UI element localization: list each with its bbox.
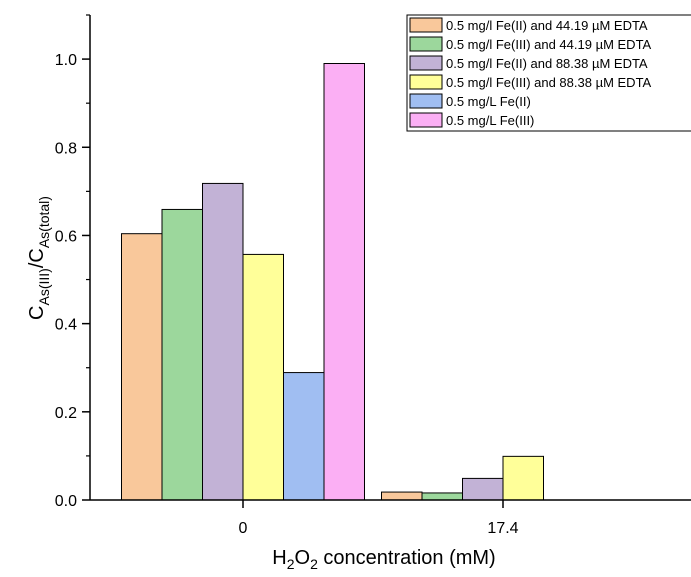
legend-label: 0.5 mg/L Fe(III) <box>446 113 534 128</box>
y-tick-label: 0.4 <box>55 317 77 334</box>
x-ticks: 0 17.4 <box>239 500 519 537</box>
y-axis-title-slash: /C <box>26 248 48 268</box>
x-axis-title: H2O2 concentration (mM) <box>272 547 495 572</box>
y-ticks: 0.0 0.2 0.4 0.6 0.8 1.0 <box>55 14 90 510</box>
y-tick-label: 0.2 <box>55 405 77 422</box>
y-axis-title-sub2: As(total) <box>36 196 52 248</box>
x-axis-title-sub2: 2 <box>310 556 318 572</box>
legend-swatch <box>409 36 443 52</box>
bar-0-series-1 <box>121 233 163 501</box>
x-axis-title-sub1: 2 <box>287 556 295 572</box>
bar-0-series-5 <box>283 372 325 501</box>
bars-group <box>121 63 544 501</box>
legend-swatch <box>409 17 443 33</box>
legend-swatch <box>409 55 443 71</box>
y-tick-label: 1.0 <box>55 52 77 69</box>
legend: 0.5 mg/l Fe(II) and 44.19 µM EDTA 0.5 mg/… <box>406 14 691 132</box>
y-tick-label: 0.8 <box>55 140 77 157</box>
bar-0-series-4 <box>242 253 284 501</box>
bar-17_4-series-3 <box>462 477 504 501</box>
legend-swatch <box>409 74 443 90</box>
legend-label: 0.5 mg/l Fe(III) and 88.38 µM EDTA <box>446 75 652 90</box>
y-axis-title: CAs(III)/CAs(total) <box>26 196 52 320</box>
x-tick-label: 17.4 <box>487 520 518 537</box>
legend-label: 0.5 mg/l Fe(II) and 44.19 µM EDTA <box>446 18 648 33</box>
axes <box>89 15 691 501</box>
y-tick-label: 0.6 <box>55 228 77 245</box>
bar-17_4-series-4 <box>502 455 544 501</box>
bar-17_4-series-1 <box>381 491 423 501</box>
legend-box <box>406 14 691 132</box>
legend-swatch <box>409 93 443 109</box>
bar-0-series-3 <box>202 182 244 501</box>
legend-label: 0.5 mg/l Fe(II) and 88.38 µM EDTA <box>446 56 648 71</box>
bar-0-series-6 <box>323 63 365 501</box>
bar-0-series-2 <box>161 208 203 501</box>
bar-17_4-series-2 <box>421 492 463 501</box>
y-axis-title-c: C <box>26 306 48 320</box>
y-axis-title-sub1: As(III) <box>36 268 52 305</box>
y-tick-label: 0.0 <box>55 493 77 510</box>
legend-label: 0.5 mg/l Fe(III) and 44.19 µM EDTA <box>446 37 652 52</box>
legend-swatch <box>409 112 443 128</box>
x-axis-title-h: H <box>272 547 286 569</box>
x-tick-label: 0 <box>239 520 248 537</box>
legend-label: 0.5 mg/L Fe(II) <box>446 94 531 109</box>
x-axis-title-o: O <box>295 547 311 569</box>
x-axis-title-tail: concentration (mM) <box>318 547 496 569</box>
